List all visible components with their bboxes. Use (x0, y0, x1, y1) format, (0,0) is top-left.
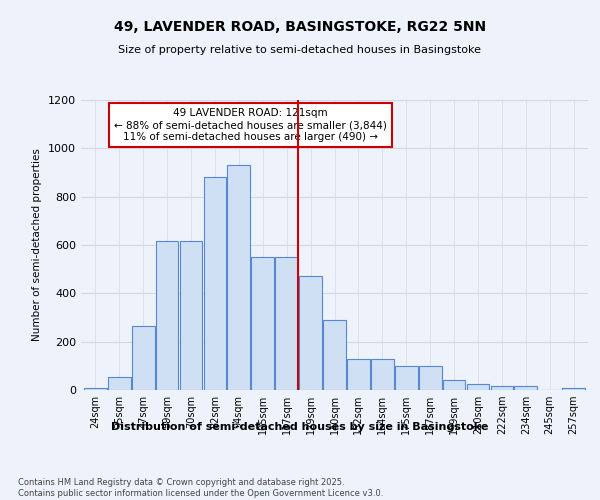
Y-axis label: Number of semi-detached properties: Number of semi-detached properties (32, 148, 43, 342)
Bar (347, 358, 370, 390)
Bar (227, 165, 250, 390)
Bar (84, 388, 107, 390)
Bar (514, 386, 537, 390)
Bar (371, 358, 394, 390)
Bar (251, 257, 274, 390)
Text: Contains HM Land Registry data © Crown copyright and database right 2025.
Contai: Contains HM Land Registry data © Crown c… (18, 478, 383, 498)
Bar (419, 366, 442, 390)
Bar (491, 386, 513, 390)
Text: Distribution of semi-detached houses by size in Basingstoke: Distribution of semi-detached houses by … (112, 422, 488, 432)
Text: 49, LAVENDER ROAD, BASINGSTOKE, RG22 5NN: 49, LAVENDER ROAD, BASINGSTOKE, RG22 5NN (114, 20, 486, 34)
Bar (275, 257, 298, 390)
Text: 49 LAVENDER ROAD: 121sqm
← 88% of semi-detached houses are smaller (3,844)
11% o: 49 LAVENDER ROAD: 121sqm ← 88% of semi-d… (115, 108, 387, 142)
Bar (299, 276, 322, 390)
Bar (203, 178, 226, 390)
Bar (179, 242, 202, 390)
Bar (562, 388, 585, 390)
Bar (467, 384, 490, 390)
Text: Size of property relative to semi-detached houses in Basingstoke: Size of property relative to semi-detach… (119, 45, 482, 55)
Bar (443, 380, 466, 390)
Bar (132, 326, 155, 390)
Bar (156, 242, 178, 390)
Bar (323, 320, 346, 390)
Bar (395, 366, 418, 390)
Bar (108, 376, 131, 390)
